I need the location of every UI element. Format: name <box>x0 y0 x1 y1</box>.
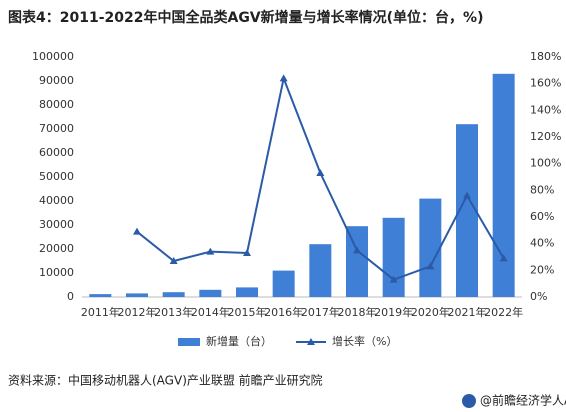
y-tick-label: 90000 <box>39 74 74 87</box>
line-marker <box>389 275 398 283</box>
bar <box>456 124 478 297</box>
bar <box>309 244 332 297</box>
bar <box>492 73 515 297</box>
bar <box>89 294 112 297</box>
chart-title: 图表4：2011-2022年中国全品类AGV新增量与增长率情况(单位：台，%) <box>8 9 483 26</box>
x-tick-label: 2013年 <box>154 305 193 319</box>
x-tick-label: 2011年 <box>81 305 120 319</box>
x-tick-label: 2015年 <box>228 305 267 319</box>
x-tick-label: 2019年 <box>374 305 413 319</box>
bar <box>199 289 222 297</box>
bar <box>236 287 258 297</box>
source: 资料来源：中国移动机器人(AGV)产业联盟 前瞻产业研究院 <box>8 373 323 388</box>
line-marker <box>353 246 361 254</box>
footer: @前瞻经济学人APP <box>480 393 566 408</box>
y2-tick-label: 160% <box>530 77 561 90</box>
line-marker <box>206 247 215 255</box>
bar <box>382 217 405 297</box>
line-marker <box>279 74 288 82</box>
x-tick-label: 2016年 <box>264 305 303 319</box>
y2-tick-label: 180% <box>530 50 561 63</box>
legend-marker <box>307 338 315 345</box>
x-tick-label: 2018年 <box>338 305 377 319</box>
y-tick-label: 50000 <box>39 170 74 183</box>
bar <box>419 198 442 297</box>
x-tick-label: 2012年 <box>118 305 157 319</box>
x-tick-label: 2017年 <box>301 305 340 319</box>
line-marker <box>426 262 435 270</box>
y-tick-label: 60000 <box>39 146 74 159</box>
y2-tick-label: 20% <box>530 263 554 276</box>
line-marker <box>499 254 508 262</box>
y-tick-label: 100000 <box>32 50 74 63</box>
line-marker <box>169 257 178 264</box>
y2-tick-label: 80% <box>530 183 554 196</box>
x-tick-label: 2021年 <box>448 305 487 319</box>
y-tick-label: 30000 <box>39 218 74 231</box>
legend-label: 增长率（%） <box>332 334 397 348</box>
bar <box>272 270 295 297</box>
y-tick-label: 80000 <box>39 98 74 111</box>
y-tick-label: 20000 <box>39 242 74 255</box>
y-tick-label: 70000 <box>39 122 74 135</box>
x-tick-label: 2020年 <box>411 305 450 319</box>
y2-tick-label: 140% <box>530 103 561 116</box>
y-tick-label: 0 <box>67 290 74 303</box>
y2-tick-label: 40% <box>530 237 554 250</box>
bar <box>162 292 185 297</box>
y2-tick-label: 60% <box>530 210 554 223</box>
y2-tick-label: 0% <box>530 290 547 303</box>
y-tick-label: 10000 <box>39 266 74 279</box>
footer-icon <box>462 394 476 408</box>
x-tick-label: 2022年 <box>484 305 523 319</box>
y-tick-label: 40000 <box>39 194 74 207</box>
line-marker <box>243 249 251 256</box>
line-marker <box>133 227 141 235</box>
legend-label: 新增量（台） <box>206 334 272 348</box>
bar <box>126 293 148 297</box>
x-tick-label: 2014年 <box>191 305 230 319</box>
legend-swatch <box>178 338 200 346</box>
y2-tick-label: 100% <box>530 157 561 170</box>
bar <box>346 226 368 297</box>
line-marker <box>316 169 325 176</box>
line-marker <box>463 191 471 199</box>
y2-tick-label: 120% <box>530 130 561 143</box>
